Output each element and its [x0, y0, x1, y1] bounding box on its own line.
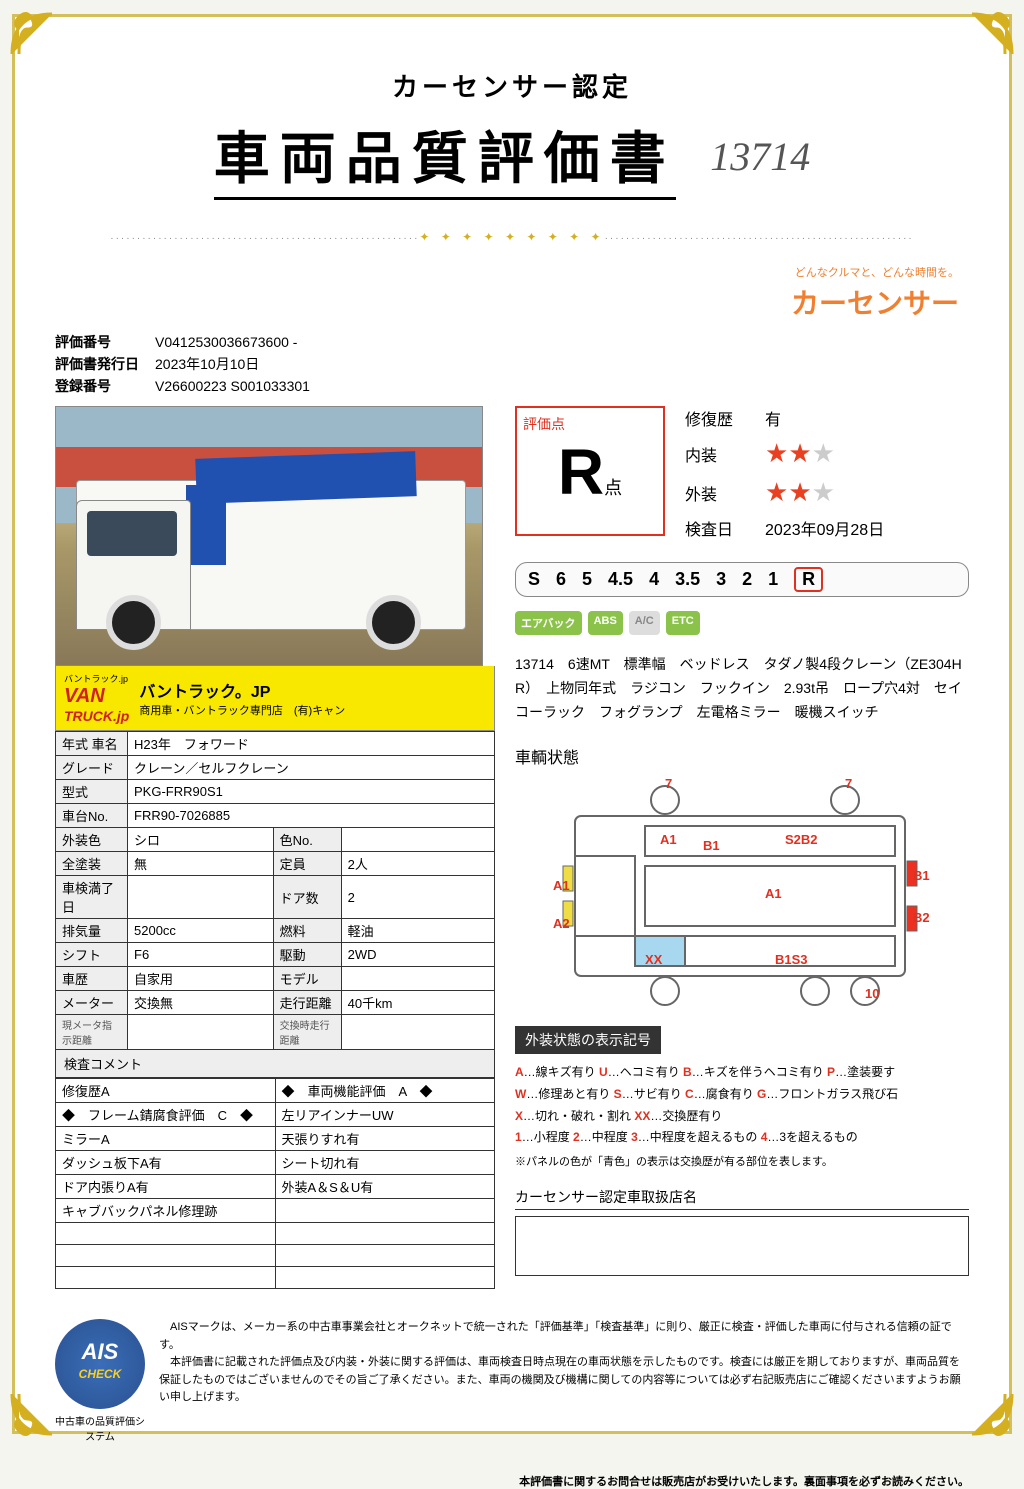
- rating-block: 修復歴有 内装★★★ 外装★★★ 検査日2023年09月28日: [685, 406, 969, 548]
- brand-tagline: どんなクルマと、どんな時間を。: [55, 264, 969, 280]
- reg-no-label: 登録番号: [55, 376, 155, 396]
- corner-ornament: [7, 9, 57, 59]
- diagram-title: 車輌状態: [515, 744, 969, 768]
- dealer-banner: バントラック.jp VAN TRUCK.jp バントラック。JP 商用車・バント…: [55, 666, 495, 731]
- description: 13714 6速MT 標準幅 ベッドレス タダノ製4段クレーン（ZE304HR）…: [515, 653, 969, 724]
- ais-block: AIS CHECK 中古車の品質評価システム AISマークは、メーカー系の中古車…: [55, 1319, 969, 1443]
- issue-date: 2023年10月10日: [155, 356, 259, 372]
- left-column: バントラック.jp VAN TRUCK.jp バントラック。JP 商用車・バント…: [55, 406, 495, 1289]
- grade-scale: S654.543.5321R: [515, 562, 969, 597]
- banner-title: バントラック。JP: [139, 678, 345, 702]
- spec-table: 年式 車名H23年 フォワードグレードクレーン／セルフクレーン型式PKG-FRR…: [55, 731, 495, 1050]
- inspect-comment-head: 検査コメント: [55, 1050, 495, 1078]
- exterior-stars: ★★★: [765, 477, 835, 508]
- feature-icons: エアバックABSA/CETC: [515, 611, 969, 635]
- vehicle-photo: [55, 406, 483, 666]
- corner-ornament: [967, 1389, 1017, 1439]
- header-row: 車両品質評価書 13714: [55, 114, 969, 200]
- corner-ornament: [7, 1389, 57, 1439]
- brand-name: カーセンサー: [55, 282, 969, 322]
- footer-note: 本評価書に関するお問合せは販売店がお受けいたします。裏面事項を必ずお読みください…: [55, 1473, 969, 1489]
- corner-ornament: [967, 9, 1017, 59]
- vehicle-diagram: 77A1B1S2B2A1A1B1A2B2XXB1S310: [515, 776, 945, 1006]
- right-column: 評価点 R点 修復歴有 内装★★★ 外装★★★ 検査日2023年09月28日 S…: [515, 406, 969, 1289]
- reg-no: V26600223 S001033301: [155, 378, 310, 394]
- dealer-box: [515, 1216, 969, 1276]
- handwritten-id: 13714: [710, 133, 810, 180]
- interior-stars: ★★★: [765, 438, 835, 469]
- eval-no-label: 評価番号: [55, 332, 155, 352]
- score-grade: R: [558, 440, 604, 504]
- inspect-table: 修復歴A◆ 車両機能評価 A ◆◆ フレーム錆腐食評価 C ◆左リアインナーUW…: [55, 1078, 495, 1289]
- repair-value: 有: [765, 406, 781, 430]
- header-title: 車両品質評価書: [214, 114, 676, 200]
- legend: A…線キズ有り U…ヘコミ有り B…キズを伴うヘコミ有り P…塗装要すW…修理あ…: [515, 1062, 969, 1148]
- certificate-page: カーセンサー認定 車両品質評価書 13714 ·················…: [12, 14, 1012, 1434]
- ais-logo: AIS CHECK: [55, 1319, 145, 1409]
- header-subtitle: カーセンサー認定: [55, 67, 969, 104]
- legend-note: ※パネルの色が「青色」の表示は交換歴が有る部位を表します。: [515, 1153, 969, 1169]
- score-box: 評価点 R点: [515, 406, 665, 536]
- inspect-date: 2023年09月28日: [765, 516, 884, 540]
- eval-no: V0412530036673600 -: [155, 334, 297, 350]
- dealer-head: カーセンサー認定車取扱店名: [515, 1187, 969, 1210]
- banner-sub: 商用車・バントラック専門店 (有)キャン: [139, 702, 345, 718]
- issue-date-label: 評価書発行日: [55, 354, 155, 374]
- legend-head: 外装状態の表示記号: [515, 1026, 661, 1054]
- ais-text: AISマークは、メーカー系の中古車事業会社とオークネットで統一された「評価基準」…: [159, 1319, 969, 1407]
- divider-dots: ········································…: [55, 230, 969, 244]
- meta-block: 評価番号V0412530036673600 - 評価書発行日2023年10月10…: [55, 332, 969, 396]
